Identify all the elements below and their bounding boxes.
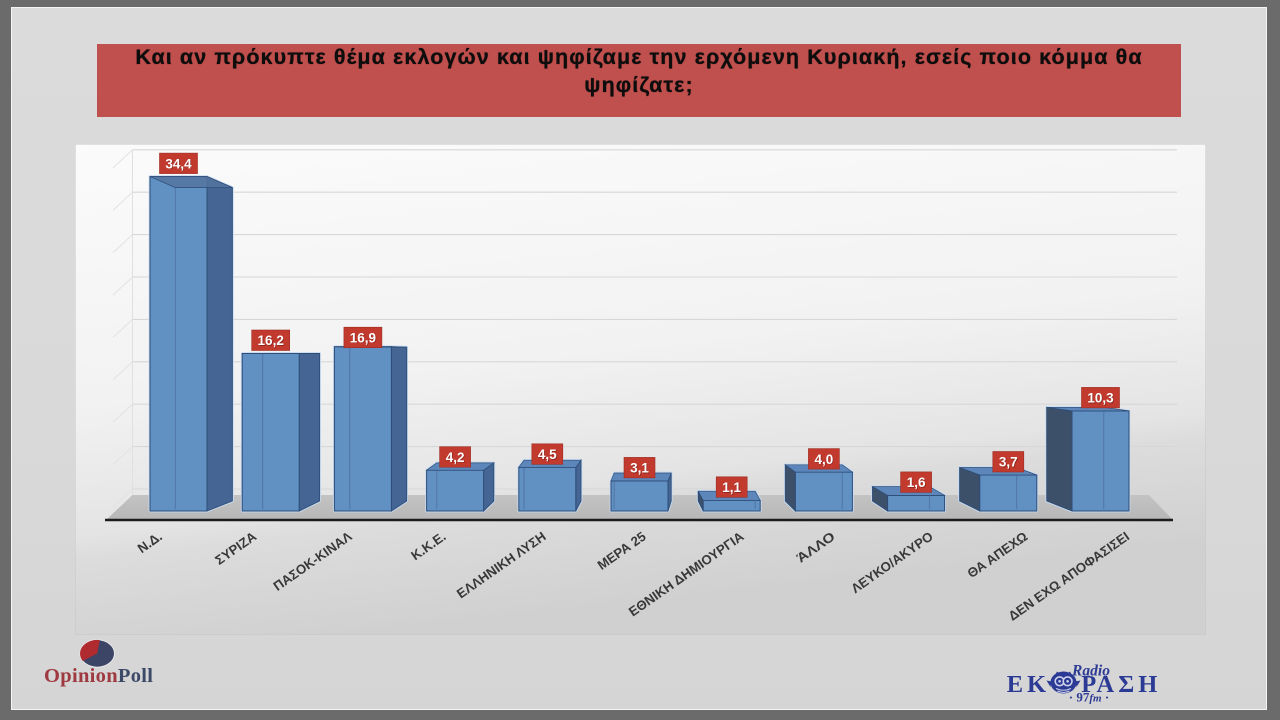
svg-text:4,2: 4,2 [447, 451, 466, 466]
svg-text:4,0: 4,0 [815, 453, 834, 468]
svg-text:1,6: 1,6 [908, 476, 927, 491]
svg-text:3,7: 3,7 [999, 455, 1018, 470]
svg-text:16,2: 16,2 [258, 333, 284, 348]
svg-text:3,1: 3,1 [631, 461, 650, 476]
svg-text:Radio: Radio [1071, 663, 1110, 680]
svg-text:ΕΚ: ΕΚ [1007, 671, 1050, 698]
svg-text:1,1: 1,1 [723, 481, 742, 496]
svg-text:10,3: 10,3 [1087, 391, 1114, 406]
svg-text:4,5: 4,5 [538, 447, 557, 462]
svg-text:4,5: 4,5 [539, 448, 558, 463]
svg-text:4,2: 4,2 [446, 450, 465, 465]
svg-text:4,0: 4,0 [815, 452, 834, 467]
svg-text:34,4: 34,4 [166, 157, 193, 172]
svg-text:10,3: 10,3 [1088, 391, 1115, 406]
svg-text:34,4: 34,4 [165, 156, 192, 171]
svg-text:OpinionPoll: OpinionPoll [44, 665, 153, 687]
svg-text:ΡΑΣΗ: ΡΑΣΗ [1081, 671, 1161, 698]
svg-text:16,9: 16,9 [350, 330, 376, 345]
svg-text:16,9: 16,9 [351, 331, 377, 346]
svg-text:1,6: 1,6 [907, 475, 926, 490]
svg-text:1,1: 1,1 [722, 480, 741, 495]
svg-text:16,2: 16,2 [258, 334, 284, 349]
svg-text:3,7: 3,7 [1000, 456, 1019, 471]
svg-text:3,1: 3,1 [630, 461, 649, 476]
svg-text:· 97fm ·: · 97fm · [1069, 690, 1109, 705]
